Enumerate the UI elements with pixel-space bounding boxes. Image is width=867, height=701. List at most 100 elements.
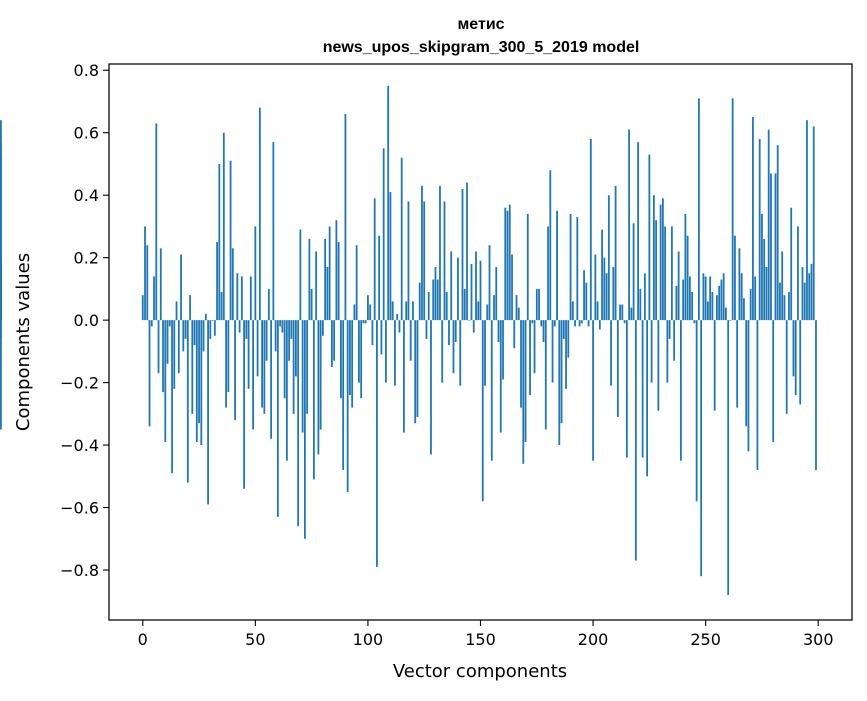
bar-149 (477, 301, 480, 321)
bar-94 (353, 304, 356, 321)
bar-232 (664, 226, 667, 321)
bar-28 (204, 313, 207, 321)
bar-205 (603, 257, 606, 321)
y-tick-label: 0.6 (74, 124, 99, 143)
bar-231 (661, 198, 664, 321)
bar-15 (175, 301, 178, 321)
plot-area-frame (108, 63, 853, 621)
bar-130 (434, 267, 437, 321)
bar-265 (738, 248, 741, 321)
bar-279 (770, 173, 772, 321)
bar-18 (182, 320, 185, 352)
bar-229 (657, 320, 660, 411)
bar-241 (684, 213, 687, 321)
bar-221 (639, 288, 642, 321)
bar-246 (695, 320, 698, 502)
bar-201 (594, 254, 597, 321)
bar-4 (150, 320, 153, 327)
bar-148 (475, 251, 477, 321)
bar-243 (688, 276, 691, 321)
bar-138 (452, 320, 455, 374)
bar-208 (610, 320, 612, 386)
bar-32 (213, 320, 216, 336)
bar-25 (198, 320, 200, 424)
bar-144 (466, 182, 468, 321)
bar-37 (225, 320, 227, 408)
bar-140 (457, 257, 459, 321)
bar-68 (294, 320, 297, 377)
bar-111 (391, 301, 394, 321)
bar-125 (423, 201, 426, 321)
bar-48 (249, 276, 252, 321)
bar-134 (443, 201, 446, 321)
bar-245 (693, 320, 696, 324)
bar-223 (643, 273, 646, 321)
bar-169 (522, 320, 525, 464)
bar-218 (632, 223, 635, 321)
y-tick-label: 0.0 (74, 311, 99, 330)
bar-29 (207, 320, 209, 505)
bar-50 (254, 226, 257, 321)
bar-55 (265, 320, 268, 361)
bar-97 (360, 320, 363, 399)
bar-165 (513, 320, 516, 349)
bar-86 (335, 220, 338, 321)
bar-21 (189, 295, 191, 321)
bar-183 (553, 320, 556, 327)
bar-162 (506, 210, 509, 321)
x-axis-label: Vector components (393, 661, 567, 682)
bar-27 (202, 320, 205, 352)
bar-8 (159, 248, 162, 321)
x-axis-ticks: 0 50 100 150 200 250 300 (138, 620, 834, 649)
bar-266 (740, 273, 743, 321)
y-tick-label: 0.4 (74, 186, 99, 205)
bar-63 (283, 320, 286, 399)
bar-142 (461, 188, 464, 321)
bar-184 (556, 210, 558, 321)
x-tick-label: 250 (690, 630, 721, 649)
bar-108 (385, 320, 387, 383)
bar-253 (711, 292, 714, 321)
bar-204 (601, 229, 603, 321)
bar-30 (209, 320, 212, 339)
bar-12 (168, 320, 171, 327)
bar-272 (754, 276, 757, 321)
bar-288 (790, 207, 793, 321)
bar-78 (317, 320, 320, 455)
bar-194 (578, 320, 581, 327)
bar-3 (148, 320, 151, 427)
bar-227 (652, 195, 655, 321)
bar-158 (497, 320, 500, 342)
bar-153 (486, 304, 489, 321)
bar-79 (319, 320, 322, 430)
x-tick-label: 0 (138, 630, 148, 649)
bar-118 (407, 201, 410, 321)
bar-173 (531, 320, 534, 324)
bar-120 (412, 301, 414, 321)
bar-121 (414, 320, 417, 424)
bar-197 (585, 282, 588, 321)
bar-series (0, 85, 817, 596)
bar-293 (801, 267, 804, 321)
bar-244 (691, 292, 694, 321)
bar-133 (441, 320, 444, 383)
bar-6 (155, 123, 158, 321)
bar-202 (596, 301, 599, 321)
bar-284 (781, 251, 784, 321)
bar-69 (297, 320, 300, 527)
bar-71 (301, 320, 304, 433)
bar-230 (659, 204, 662, 321)
bar-56 (267, 288, 270, 321)
bar-129 (432, 279, 435, 321)
bar-1 (144, 226, 146, 321)
y-tick-label: −0.2 (60, 374, 99, 393)
y-axis-ticks: −0.8 −0.6 −0.4 −0.2 0.0 0.2 0.4 0.6 0.8 (60, 61, 109, 580)
bar-85 (333, 320, 336, 361)
bar-7 (157, 320, 160, 374)
bar-20 (186, 320, 189, 483)
bar-151 (481, 320, 484, 502)
bar-263 (734, 235, 736, 321)
bar-54 (263, 320, 266, 414)
bar-77 (315, 251, 318, 321)
bar-285 (783, 295, 786, 321)
